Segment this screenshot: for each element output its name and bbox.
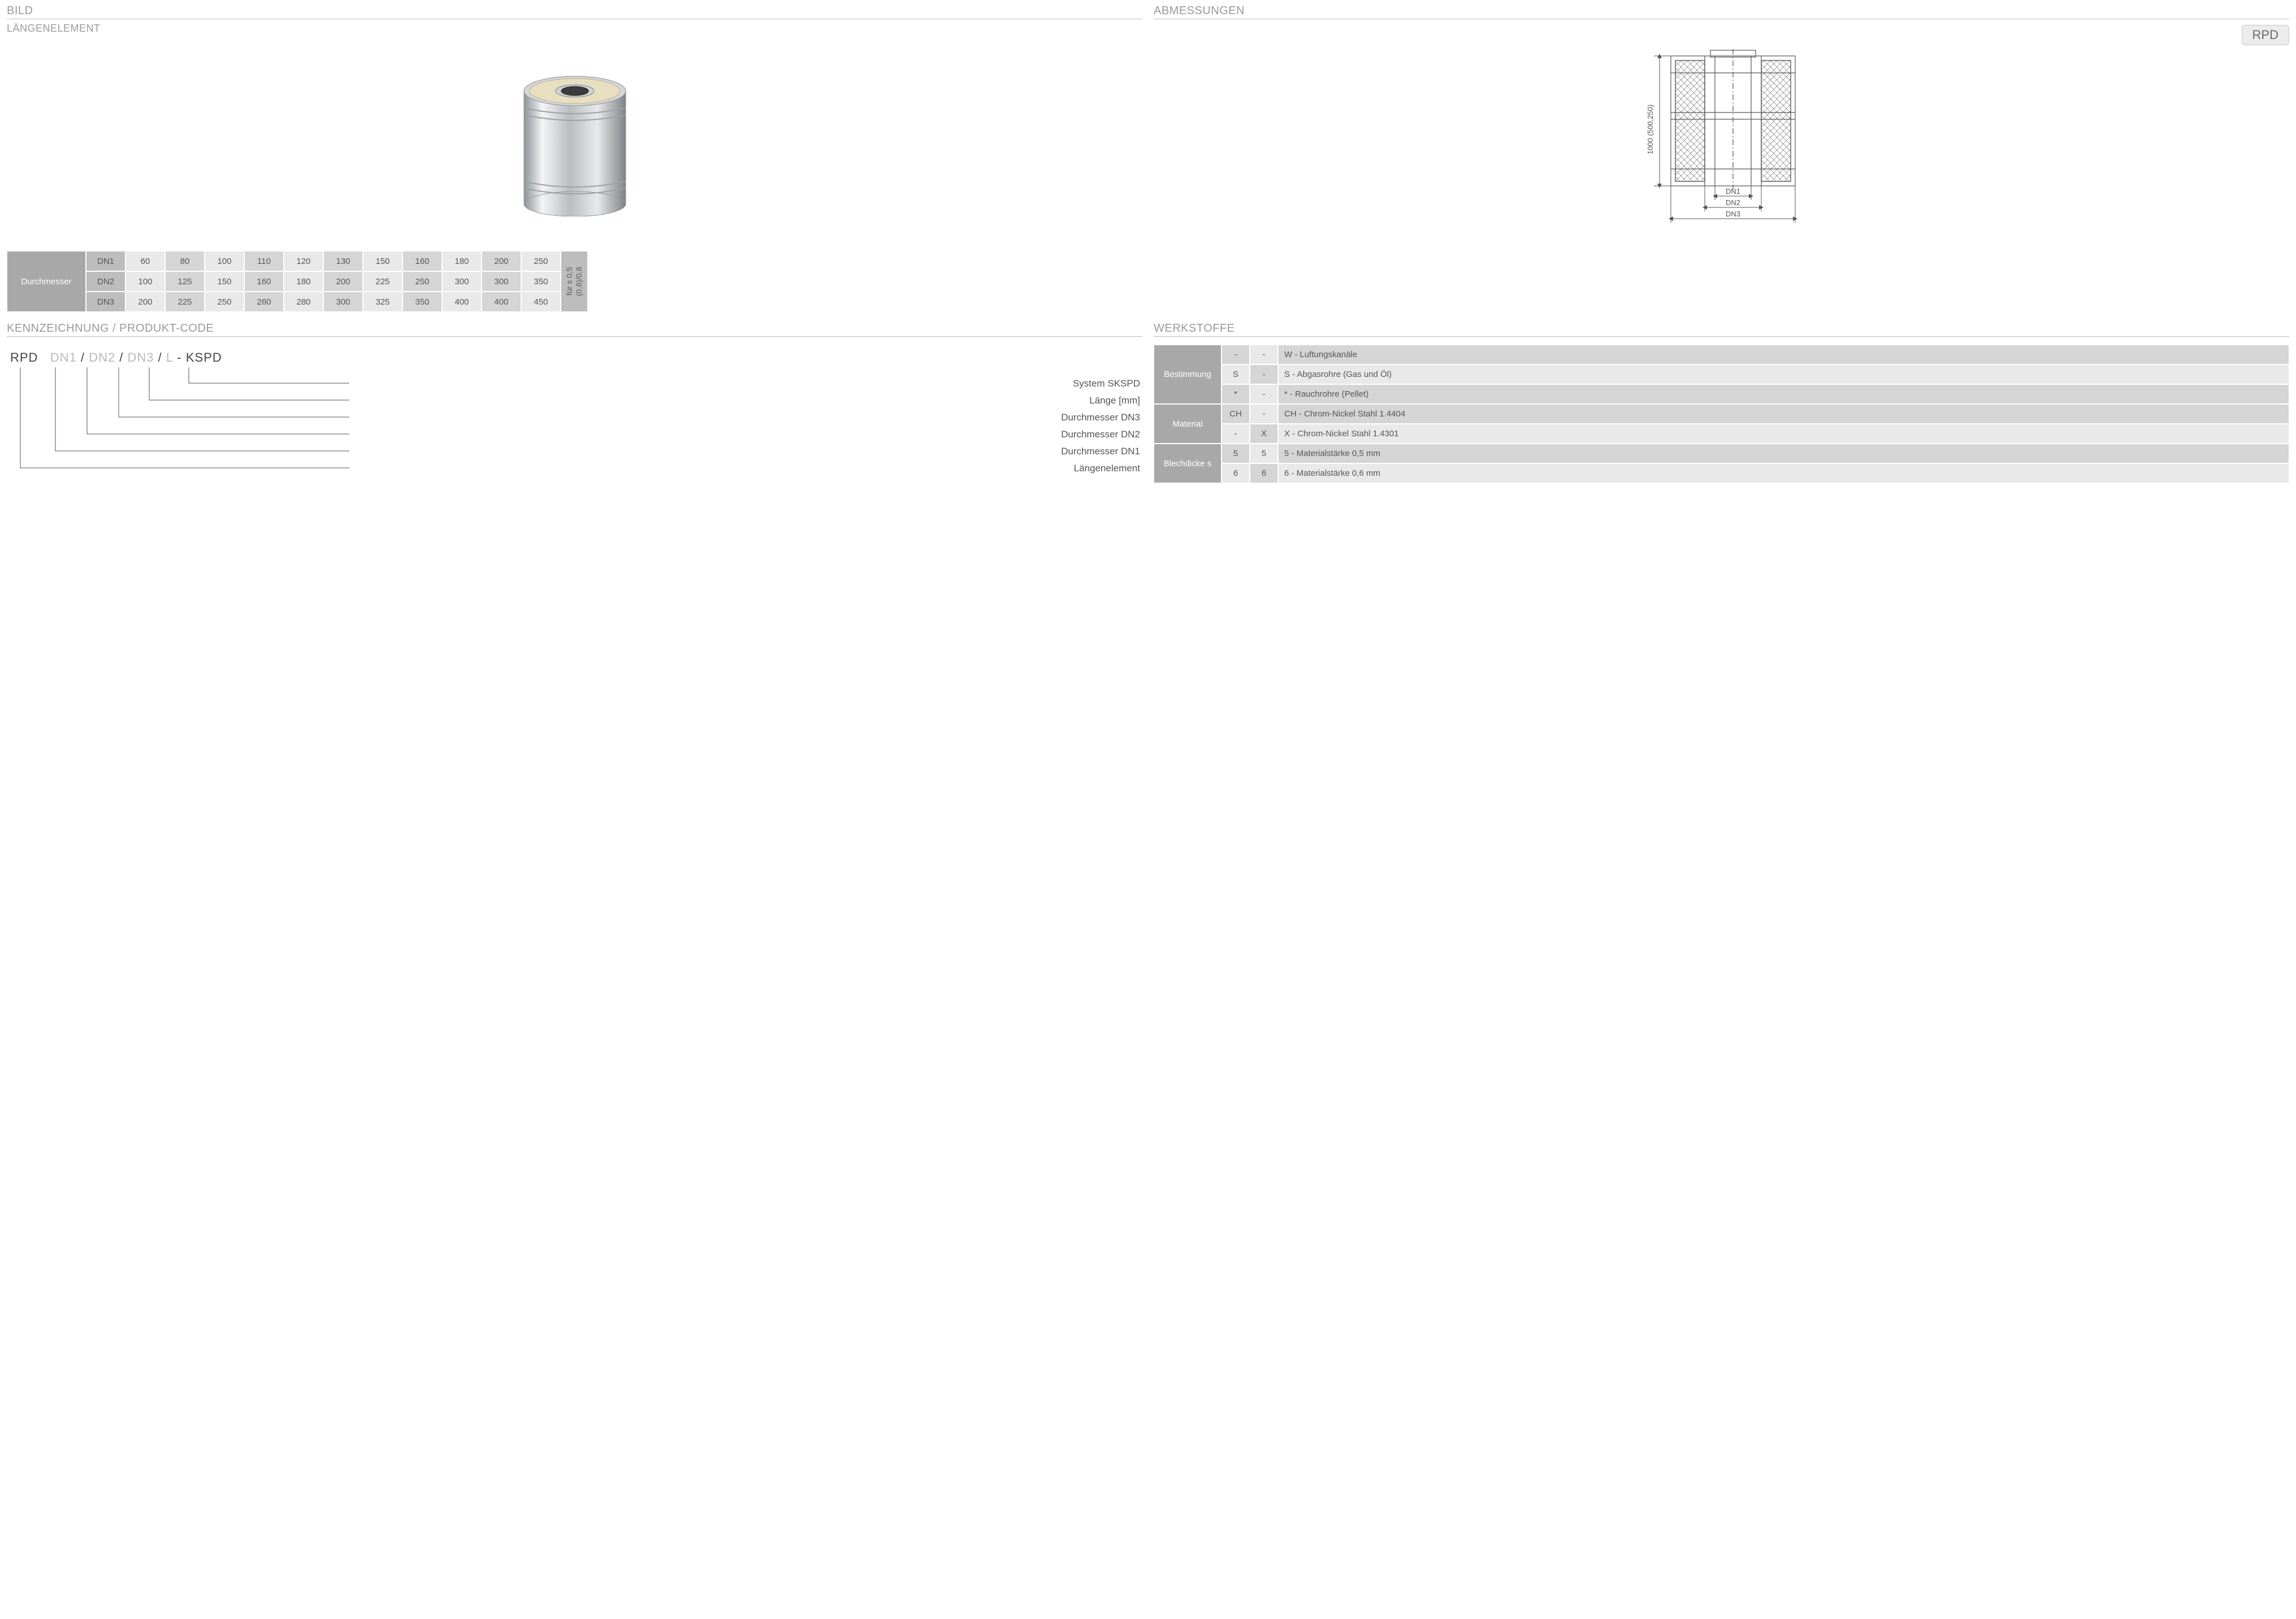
diam-cell: 130 [323, 251, 363, 271]
diam-cell: 150 [363, 251, 402, 271]
mat-cell: - [1250, 384, 1278, 404]
mat-desc: * - Rauchrohre (Pellet) [1278, 384, 2289, 404]
diam-cell: 200 [482, 251, 521, 271]
mat-desc: 5 - Materialstärke 0,5 mm [1278, 444, 2289, 463]
diam-cell: 250 [402, 271, 442, 292]
product-render [7, 41, 1142, 222]
mat-cell: * [1221, 384, 1250, 404]
diam-cell: 200 [323, 271, 363, 292]
technical-drawing: 1000 (500,250) DN1 DN2 DN3 [1154, 47, 2289, 228]
dim-dn2: DN2 [1725, 198, 1740, 207]
mat-cell: 6 [1221, 463, 1250, 483]
diam-cell: 180 [284, 271, 323, 292]
dim-dn3: DN3 [1725, 210, 1740, 218]
dim-height: 1000 (500,250) [1646, 105, 1654, 154]
diam-cell: 120 [284, 251, 323, 271]
diam-cell: 60 [125, 251, 165, 271]
diam-cell: 225 [165, 292, 205, 312]
product-code-line: RPD DN1 / DN2 / DN3 / L - KSPD [7, 340, 1142, 367]
diam-cell: 250 [521, 251, 561, 271]
mat-desc: X - Chrom-Nickel Stahl 1.4301 [1278, 424, 2289, 444]
mat-cell: - [1250, 364, 1278, 384]
mat-group-label: Bestimmung [1154, 345, 1221, 404]
mat-cell: - [1250, 404, 1278, 424]
mat-cell: - [1221, 424, 1250, 444]
diam-cell: 250 [205, 292, 244, 312]
diam-cell: 160 [244, 271, 284, 292]
product-badge: RPD [2242, 25, 2289, 45]
section-abmessungen: ABMESSUNGEN [1154, 5, 2289, 19]
legend-item: Längenelement [1061, 460, 1140, 477]
mat-cell: 6 [1250, 463, 1278, 483]
diam-cell: 100 [205, 251, 244, 271]
mat-desc: 6 - Materialstärke 0,6 mm [1278, 463, 2289, 483]
diam-cell: 450 [521, 292, 561, 312]
diam-row-label: DN3 [86, 292, 125, 312]
dim-dn1: DN1 [1725, 187, 1740, 196]
legend-item: Durchmesser DN1 [1061, 443, 1140, 460]
legend-item: Durchmesser DN2 [1061, 426, 1140, 443]
diam-cell: 350 [521, 271, 561, 292]
diam-cell: 400 [482, 292, 521, 312]
diameter-table: Durchmesser DN16080100110120130150160180… [7, 251, 2289, 312]
mat-desc: CH - Chrom-Nickel Stahl 1.4404 [1278, 404, 2289, 424]
diam-cell: 400 [442, 292, 482, 312]
diam-cell: 300 [323, 292, 363, 312]
subheader-laengenelement: LÄNGENELEMENT [7, 23, 1142, 34]
mat-cell: 5 [1221, 444, 1250, 463]
materials-table: Bestimmung--W - LuftungskanäleS-S - Abga… [1154, 345, 2289, 483]
mat-cell: 5 [1250, 444, 1278, 463]
legend-item: Länge [mm] [1061, 392, 1140, 409]
diam-cell: 350 [402, 292, 442, 312]
diam-cell: 260 [244, 292, 284, 312]
diam-cell: 80 [165, 251, 205, 271]
mat-group-label: Blechdicke s [1154, 444, 1221, 483]
diam-cell: 125 [165, 271, 205, 292]
diam-cell: 300 [482, 271, 521, 292]
diam-cell: 110 [244, 251, 284, 271]
diam-cell: 280 [284, 292, 323, 312]
legend-item: Durchmesser DN3 [1061, 409, 1140, 426]
mat-cell: - [1250, 345, 1278, 364]
diam-row-label: DN2 [86, 271, 125, 292]
mat-desc: S - Abgasrohre (Gas und Öl) [1278, 364, 2289, 384]
diam-cell: 180 [442, 251, 482, 271]
section-bild: BILD [7, 5, 1142, 19]
diam-rowhead: Durchmesser [7, 251, 86, 312]
mat-cell: X [1250, 424, 1278, 444]
diam-cell: 160 [402, 251, 442, 271]
section-kennzeichnung: KENNZEICHNUNG / PRODUKT-CODE [7, 322, 1142, 337]
diam-side-note: für s 0,5(0,6)/0,6 [561, 251, 588, 312]
diam-cell: 150 [205, 271, 244, 292]
mat-cell: S [1221, 364, 1250, 384]
diam-cell: 325 [363, 292, 402, 312]
diam-cell: 200 [125, 292, 165, 312]
diam-cell: 100 [125, 271, 165, 292]
legend-item: System SKSPD [1061, 375, 1140, 392]
mat-group-label: Material [1154, 404, 1221, 444]
diam-cell: 300 [442, 271, 482, 292]
diam-cell: 225 [363, 271, 402, 292]
product-code-legend: System SKSPD Länge [mm] Durchmesser DN3 … [10, 367, 1142, 475]
diam-row-label: DN1 [86, 251, 125, 271]
mat-cell: - [1221, 345, 1250, 364]
mat-cell: CH [1221, 404, 1250, 424]
mat-desc: W - Luftungskanäle [1278, 345, 2289, 364]
section-werkstoffe: WERKSTOFFE [1154, 322, 2289, 337]
